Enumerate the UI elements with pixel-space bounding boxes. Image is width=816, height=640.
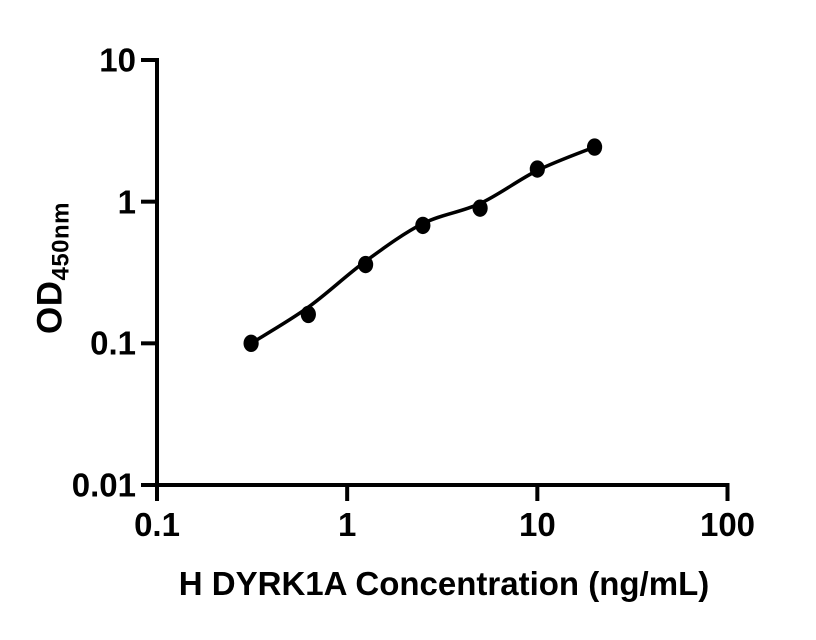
y-axis-title-main: OD	[30, 280, 70, 335]
x-tick-label: 100	[699, 506, 756, 543]
data-point	[415, 216, 431, 235]
x-tick-label: 0.1	[134, 506, 180, 543]
data-point	[357, 255, 374, 274]
data-point	[472, 199, 488, 217]
y-tick-label: 0.1	[90, 324, 136, 362]
y-axis-title-sub: 450nm	[47, 201, 75, 281]
y-tick-label: 10	[99, 41, 136, 79]
x-tick-label: 10	[518, 506, 556, 543]
data-point	[300, 305, 316, 324]
data-point	[529, 160, 545, 178]
y-tick-label: 0.01	[71, 466, 136, 504]
y-tick-label: 1	[117, 183, 136, 221]
data-point	[586, 138, 603, 156]
x-tick-label: 1	[337, 506, 357, 543]
data-point	[243, 334, 259, 353]
x-axis-title: H DYRK1A Concentration (ng/mL)	[178, 565, 710, 602]
y-axis-title: OD450nm	[30, 201, 75, 335]
